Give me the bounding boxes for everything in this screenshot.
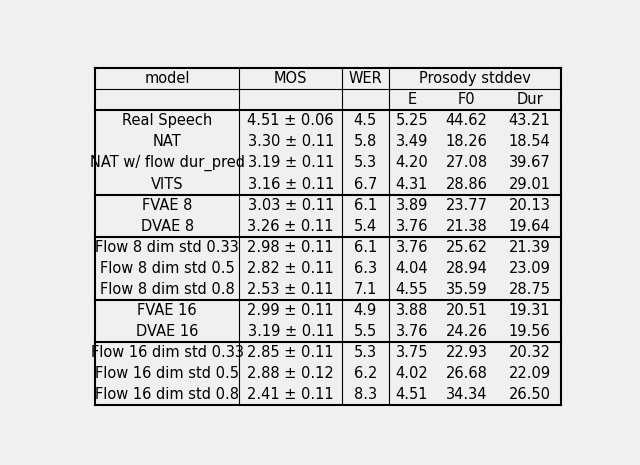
Text: VITS: VITS bbox=[151, 177, 184, 192]
Text: F0: F0 bbox=[458, 93, 476, 107]
Text: 28.75: 28.75 bbox=[509, 282, 550, 297]
Text: 20.32: 20.32 bbox=[509, 345, 550, 360]
Text: 4.20: 4.20 bbox=[396, 155, 428, 171]
Text: FVAE 8: FVAE 8 bbox=[142, 198, 193, 213]
Text: WER: WER bbox=[348, 71, 382, 86]
Text: 43.21: 43.21 bbox=[509, 113, 550, 128]
Text: MOS: MOS bbox=[274, 71, 307, 86]
Text: 24.26: 24.26 bbox=[445, 324, 488, 339]
Text: 21.39: 21.39 bbox=[509, 239, 550, 255]
Text: model: model bbox=[145, 71, 190, 86]
Text: Flow 8 dim std 0.8: Flow 8 dim std 0.8 bbox=[100, 282, 234, 297]
Text: 22.93: 22.93 bbox=[446, 345, 488, 360]
Text: 21.38: 21.38 bbox=[446, 219, 488, 233]
Text: 2.41 ± 0.11: 2.41 ± 0.11 bbox=[248, 387, 334, 402]
Text: 29.01: 29.01 bbox=[509, 177, 550, 192]
Text: 4.02: 4.02 bbox=[396, 366, 428, 381]
Text: 23.09: 23.09 bbox=[509, 261, 550, 276]
Text: E: E bbox=[408, 93, 417, 107]
Text: 3.19 ± 0.11: 3.19 ± 0.11 bbox=[248, 155, 334, 171]
Text: 5.3: 5.3 bbox=[354, 155, 377, 171]
Text: 3.76: 3.76 bbox=[396, 219, 428, 233]
Text: 4.51: 4.51 bbox=[396, 387, 428, 402]
Text: Flow 16 dim std 0.33: Flow 16 dim std 0.33 bbox=[91, 345, 244, 360]
Text: FVAE 16: FVAE 16 bbox=[138, 303, 197, 318]
Text: 3.76: 3.76 bbox=[396, 324, 428, 339]
Text: 6.1: 6.1 bbox=[354, 198, 377, 213]
Text: DVAE 16: DVAE 16 bbox=[136, 324, 198, 339]
Text: 5.5: 5.5 bbox=[354, 324, 377, 339]
Text: 2.98 ± 0.11: 2.98 ± 0.11 bbox=[248, 239, 334, 255]
Text: NAT w/ flow dur_pred: NAT w/ flow dur_pred bbox=[90, 155, 244, 171]
Text: Flow 16 dim std 0.8: Flow 16 dim std 0.8 bbox=[95, 387, 239, 402]
Text: 6.7: 6.7 bbox=[354, 177, 377, 192]
Text: 28.86: 28.86 bbox=[446, 177, 488, 192]
Text: Flow 16 dim std 0.5: Flow 16 dim std 0.5 bbox=[95, 366, 239, 381]
Text: 4.51 ± 0.06: 4.51 ± 0.06 bbox=[248, 113, 334, 128]
Text: 6.2: 6.2 bbox=[354, 366, 377, 381]
Text: 2.99 ± 0.11: 2.99 ± 0.11 bbox=[248, 303, 334, 318]
Text: 2.85 ± 0.11: 2.85 ± 0.11 bbox=[248, 345, 334, 360]
Text: 3.30 ± 0.11: 3.30 ± 0.11 bbox=[248, 134, 334, 149]
Text: 3.49: 3.49 bbox=[396, 134, 428, 149]
Text: 5.25: 5.25 bbox=[396, 113, 428, 128]
Text: 5.3: 5.3 bbox=[354, 345, 377, 360]
Text: DVAE 8: DVAE 8 bbox=[141, 219, 194, 233]
Text: 35.59: 35.59 bbox=[446, 282, 488, 297]
Text: 20.51: 20.51 bbox=[445, 303, 488, 318]
Text: 34.34: 34.34 bbox=[446, 387, 488, 402]
Text: 6.3: 6.3 bbox=[354, 261, 377, 276]
Text: Flow 8 dim std 0.33: Flow 8 dim std 0.33 bbox=[95, 239, 239, 255]
Text: 4.04: 4.04 bbox=[396, 261, 428, 276]
Text: 19.31: 19.31 bbox=[509, 303, 550, 318]
Text: 4.5: 4.5 bbox=[354, 113, 377, 128]
Text: 25.62: 25.62 bbox=[445, 239, 488, 255]
Text: 27.08: 27.08 bbox=[445, 155, 488, 171]
Text: 3.19 ± 0.11: 3.19 ± 0.11 bbox=[248, 324, 334, 339]
Text: NAT: NAT bbox=[153, 134, 182, 149]
Text: 39.67: 39.67 bbox=[509, 155, 550, 171]
Text: 19.56: 19.56 bbox=[509, 324, 550, 339]
Text: 2.82 ± 0.11: 2.82 ± 0.11 bbox=[247, 261, 334, 276]
Text: 3.03 ± 0.11: 3.03 ± 0.11 bbox=[248, 198, 334, 213]
Text: 18.54: 18.54 bbox=[509, 134, 550, 149]
Text: 3.88: 3.88 bbox=[396, 303, 428, 318]
Text: 26.50: 26.50 bbox=[509, 387, 550, 402]
Text: 28.94: 28.94 bbox=[446, 261, 488, 276]
Text: Flow 8 dim std 0.5: Flow 8 dim std 0.5 bbox=[100, 261, 234, 276]
Text: 20.13: 20.13 bbox=[509, 198, 550, 213]
Text: Real Speech: Real Speech bbox=[122, 113, 212, 128]
Text: 19.64: 19.64 bbox=[509, 219, 550, 233]
Text: 22.09: 22.09 bbox=[509, 366, 550, 381]
Text: Dur: Dur bbox=[516, 93, 543, 107]
Text: 4.31: 4.31 bbox=[396, 177, 428, 192]
Text: 3.75: 3.75 bbox=[396, 345, 428, 360]
Text: 5.4: 5.4 bbox=[354, 219, 377, 233]
Text: 3.76: 3.76 bbox=[396, 239, 428, 255]
Text: 4.9: 4.9 bbox=[354, 303, 377, 318]
Text: 5.8: 5.8 bbox=[354, 134, 377, 149]
Text: 2.53 ± 0.11: 2.53 ± 0.11 bbox=[248, 282, 334, 297]
Text: 4.55: 4.55 bbox=[396, 282, 428, 297]
Text: 18.26: 18.26 bbox=[446, 134, 488, 149]
Text: 26.68: 26.68 bbox=[446, 366, 488, 381]
Text: 7.1: 7.1 bbox=[354, 282, 377, 297]
Text: 44.62: 44.62 bbox=[446, 113, 488, 128]
Text: 23.77: 23.77 bbox=[445, 198, 488, 213]
Text: 6.1: 6.1 bbox=[354, 239, 377, 255]
Text: 3.26 ± 0.11: 3.26 ± 0.11 bbox=[248, 219, 334, 233]
Text: 3.89: 3.89 bbox=[396, 198, 428, 213]
Text: Prosody stddev: Prosody stddev bbox=[419, 71, 531, 86]
Text: 2.88 ± 0.12: 2.88 ± 0.12 bbox=[247, 366, 334, 381]
Text: 3.16 ± 0.11: 3.16 ± 0.11 bbox=[248, 177, 334, 192]
Text: 8.3: 8.3 bbox=[354, 387, 377, 402]
